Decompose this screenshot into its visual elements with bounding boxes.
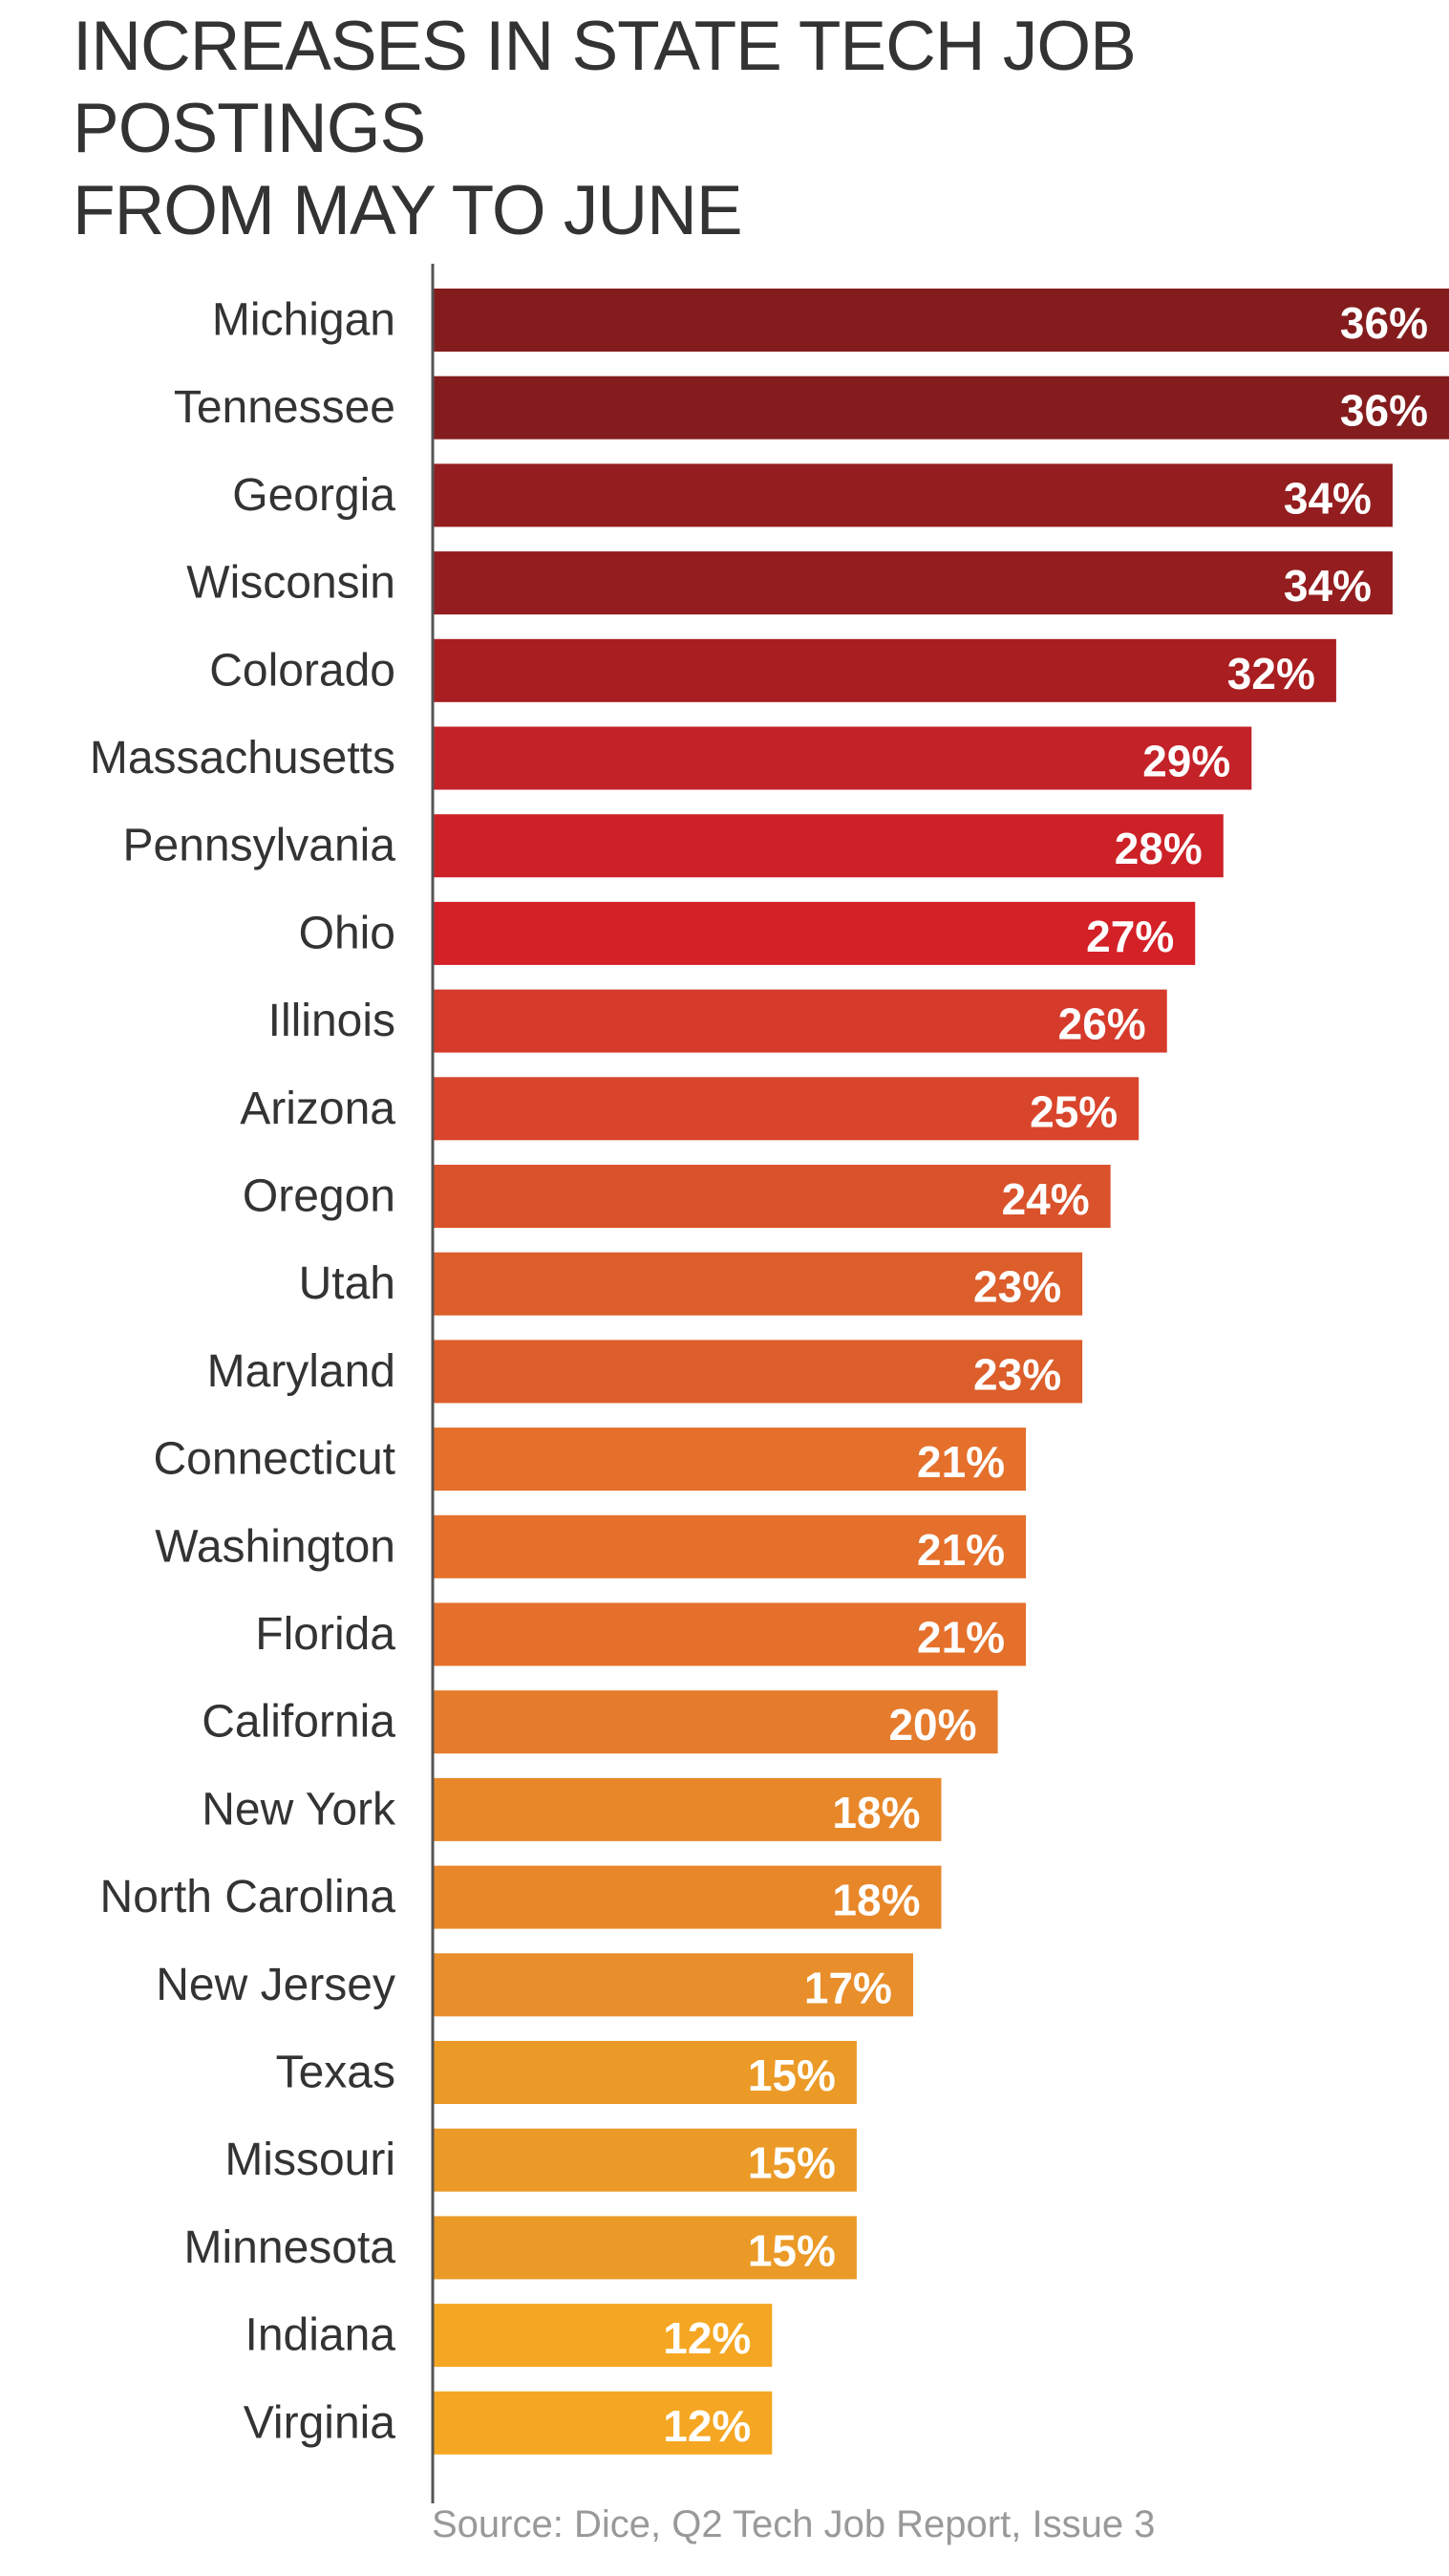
bar-connecticut (434, 1428, 1027, 1492)
value-label-arizona: 25% (1030, 1086, 1118, 1136)
category-label-pennsylvania: Pennsylvania (122, 821, 395, 871)
category-label-new-jersey: New Jersey (156, 1960, 395, 2010)
value-label-ohio: 27% (1086, 912, 1174, 961)
value-label-tennessee: 36% (1340, 386, 1428, 436)
category-label-connecticut: Connecticut (154, 1434, 395, 1485)
value-labels-group: 36% 36% 34% 34% 32% 29% 28% 27% 26% 25% 24% 23% 23% 2… (663, 298, 1428, 2451)
category-label-illinois: Illinois (268, 996, 395, 1046)
category-label-massachusetts: Massachusetts (90, 733, 395, 784)
category-label-indiana: Indiana (245, 2310, 396, 2361)
value-label-illinois: 26% (1058, 999, 1146, 1049)
value-label-minnesota: 15% (748, 2225, 836, 2275)
category-label-utah: Utah (299, 1258, 395, 1309)
value-label-pennsylvania: 28% (1115, 824, 1203, 873)
bar-wisconsin (434, 551, 1393, 615)
category-label-virginia: Virginia (244, 2397, 396, 2448)
bar-washington (434, 1514, 1027, 1578)
bar-colorado (434, 638, 1336, 702)
bar-arizona (434, 1077, 1140, 1141)
category-label-missouri: Missouri (224, 2135, 395, 2185)
bar-illinois (434, 989, 1167, 1053)
value-label-virginia: 12% (663, 2401, 751, 2451)
value-label-washington: 21% (917, 1525, 1005, 1575)
category-labels-group: Michigan Tennessee Georgia Wisconsin Colorad… (90, 295, 396, 2449)
category-label-tennessee: Tennessee (174, 382, 395, 433)
bar-chart: Michigan Tennessee Georgia Wisconsin Colorad… (90, 264, 1449, 2503)
category-label-california: California (202, 1697, 395, 1748)
bar-missouri (434, 2128, 857, 2192)
category-label-oregon: Oregon (243, 1171, 395, 1222)
category-label-maryland: Maryland (207, 1346, 395, 1397)
bar-maryland (434, 1340, 1083, 1404)
bar-texas (434, 2041, 857, 2104)
category-label-arizona: Arizona (240, 1084, 395, 1134)
category-label-colorado: Colorado (209, 645, 395, 696)
value-label-maryland: 23% (973, 1349, 1061, 1399)
value-label-wisconsin: 34% (1284, 561, 1372, 611)
chart-title: INCREASES IN STATE TECH JOB POSTINGS FRO… (73, 8, 1137, 249)
bar-utah (434, 1252, 1083, 1316)
source-note: Source: Dice, Q2 Tech Job Report, Issue … (432, 2503, 1156, 2545)
category-label-florida: Florida (255, 1609, 395, 1660)
value-label-massachusetts: 29% (1142, 737, 1230, 786)
bar-georgia (434, 463, 1393, 527)
value-label-georgia: 34% (1284, 473, 1372, 523)
value-label-north-carolina: 18% (832, 1876, 920, 1925)
value-label-colorado: 32% (1227, 649, 1315, 698)
bars-group (434, 289, 1449, 2455)
category-label-washington: Washington (155, 1521, 395, 1572)
value-label-california: 20% (888, 1700, 976, 1750)
value-label-oregon: 24% (1002, 1174, 1090, 1224)
value-label-connecticut: 21% (917, 1437, 1005, 1487)
value-label-utah: 23% (973, 1262, 1061, 1312)
value-label-texas: 15% (748, 2050, 836, 2100)
bar-tennessee (434, 376, 1449, 440)
bar-pennsylvania (434, 814, 1224, 878)
bar-ohio (434, 901, 1196, 965)
value-label-new-york: 18% (832, 1788, 920, 1837)
bar-oregon (434, 1165, 1111, 1228)
category-label-ohio: Ohio (299, 908, 395, 958)
value-label-new-jersey: 17% (804, 1963, 892, 2012)
value-label-florida: 21% (917, 1613, 1005, 1663)
category-label-new-york: New York (202, 1784, 396, 1835)
bar-new-york (434, 1777, 942, 1841)
category-label-wisconsin: Wisconsin (186, 558, 395, 609)
bar-massachusetts (434, 726, 1252, 790)
bar-virginia (434, 2391, 773, 2455)
category-label-michigan: Michigan (212, 295, 395, 346)
bar-north-carolina (434, 1865, 942, 1929)
value-label-michigan: 36% (1340, 298, 1428, 348)
bar-new-jersey (434, 1953, 913, 2017)
category-label-north-carolina: North Carolina (100, 1872, 396, 1922)
bar-indiana (434, 2304, 773, 2368)
category-label-georgia: Georgia (232, 470, 395, 521)
value-label-missouri: 15% (748, 2138, 836, 2188)
bar-michigan (434, 289, 1449, 352)
bar-california (434, 1690, 998, 1754)
bar-florida (434, 1602, 1027, 1666)
bar-minnesota (434, 2216, 857, 2280)
category-label-minnesota: Minnesota (184, 2222, 396, 2273)
value-label-indiana: 12% (663, 2313, 751, 2363)
category-label-texas: Texas (276, 2048, 395, 2098)
